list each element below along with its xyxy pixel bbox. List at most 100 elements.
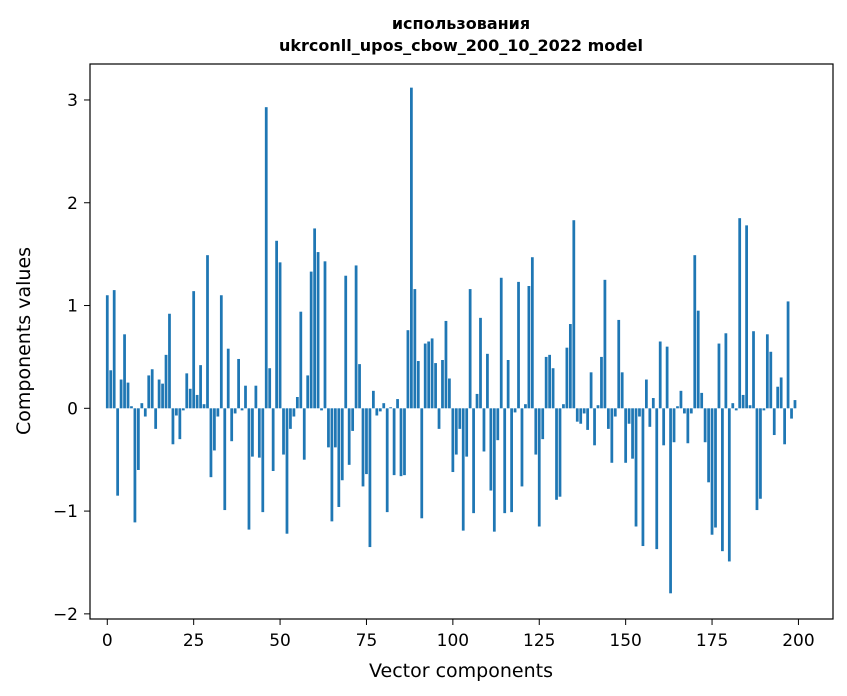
bar [333,408,337,448]
bar [382,403,386,409]
bar [209,408,213,478]
bar [776,386,780,409]
bar [213,408,216,451]
bar [192,291,196,409]
bar [268,368,272,409]
bar [175,408,178,416]
bar [575,408,579,422]
bar [126,382,130,409]
bar [627,408,631,424]
bar [150,369,154,409]
bar [624,408,628,463]
bar [489,408,493,491]
bar [596,405,600,409]
bar [444,320,448,409]
bar [302,408,306,460]
bar [679,390,683,409]
bar [492,408,496,532]
bar [330,408,334,522]
bar [133,408,137,523]
bar [541,408,545,440]
bar [707,408,710,483]
bar [506,360,510,409]
bar [672,408,676,443]
bar [606,408,610,429]
bar [344,275,348,409]
bar [631,408,634,459]
bar [620,372,624,409]
bar [299,311,303,409]
bar [727,408,731,562]
bar [689,408,693,414]
bar [696,310,700,409]
bar [396,399,399,409]
y-tick-label: 3 [67,91,78,111]
bar [130,406,133,409]
x-tick-label: 75 [356,631,378,651]
bar [593,408,596,446]
bar [586,408,590,430]
bar [458,408,462,429]
bar [327,408,330,448]
bar [223,408,227,511]
bar [285,408,289,534]
bar [562,404,565,409]
bar [465,408,469,457]
bar [275,240,278,409]
bar [686,408,690,444]
bar [572,220,576,409]
bar [368,408,372,548]
bar [451,408,455,473]
bar [683,408,686,414]
bar [693,255,697,409]
bar [420,408,424,519]
bar [347,408,351,465]
bar [365,408,368,475]
bar [340,408,344,481]
bar [105,295,109,409]
bar [337,408,341,507]
bar [520,408,524,487]
bar [793,400,797,409]
bar [161,383,164,409]
bar [755,408,759,511]
bar [544,356,548,409]
bar [731,403,735,409]
bar [140,403,144,409]
bar [154,408,158,429]
chart-title-line-1: использования [392,14,530,33]
bar [779,377,783,409]
bar [323,261,327,409]
bar [389,407,393,409]
bar [416,361,420,409]
bar [551,368,555,409]
bar [527,286,531,409]
bar [555,408,558,500]
bar [589,372,593,409]
bar [503,408,507,514]
bar [655,408,659,550]
bar [278,262,282,409]
bar [306,375,310,409]
bar [282,408,285,455]
bar [734,408,738,411]
bar [600,356,603,409]
bar [769,351,773,409]
bar [202,404,206,409]
bar [748,405,752,409]
bar [206,255,209,409]
bar [244,385,247,409]
bar [385,408,389,513]
bar [703,408,707,443]
bar [454,408,458,455]
x-tick-label: 0 [102,631,113,651]
bar [648,408,652,427]
bar [261,408,265,513]
x-axis-label: Vector components [369,660,553,682]
bar [610,408,614,463]
bar [247,408,251,530]
y-tick-label: 1 [67,297,78,317]
bar [499,277,503,409]
bar [759,408,762,499]
